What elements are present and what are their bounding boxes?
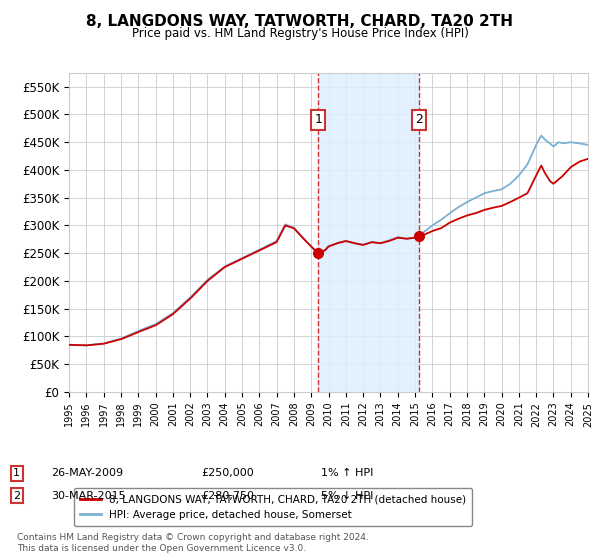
Text: Contains HM Land Registry data © Crown copyright and database right 2024.
This d: Contains HM Land Registry data © Crown c…: [17, 533, 368, 553]
Text: 30-MAR-2015: 30-MAR-2015: [51, 491, 125, 501]
Text: 26-MAY-2009: 26-MAY-2009: [51, 468, 123, 478]
Text: £250,000: £250,000: [201, 468, 254, 478]
Text: Price paid vs. HM Land Registry's House Price Index (HPI): Price paid vs. HM Land Registry's House …: [131, 27, 469, 40]
Text: 1% ↑ HPI: 1% ↑ HPI: [321, 468, 373, 478]
Text: 2: 2: [415, 114, 423, 127]
Legend: 8, LANGDONS WAY, TATWORTH, CHARD, TA20 2TH (detached house), HPI: Average price,: 8, LANGDONS WAY, TATWORTH, CHARD, TA20 2…: [74, 488, 472, 526]
Text: 1: 1: [13, 468, 20, 478]
Text: £280,750: £280,750: [201, 491, 254, 501]
Text: 8, LANGDONS WAY, TATWORTH, CHARD, TA20 2TH: 8, LANGDONS WAY, TATWORTH, CHARD, TA20 2…: [86, 14, 514, 29]
Text: 5% ↓ HPI: 5% ↓ HPI: [321, 491, 373, 501]
Text: 2: 2: [13, 491, 20, 501]
Bar: [318, 73, 419, 392]
Text: 1: 1: [314, 114, 322, 127]
